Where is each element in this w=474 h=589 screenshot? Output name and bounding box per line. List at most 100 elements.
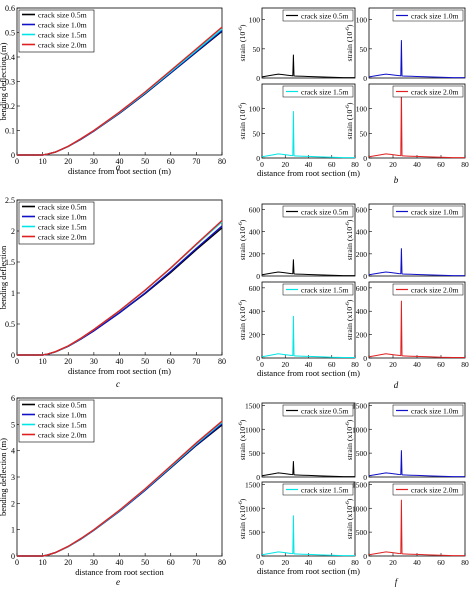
legend-label: crack size 1.0m	[411, 208, 459, 217]
series-line-3	[17, 26, 223, 156]
y-tick-label: 0	[256, 354, 260, 363]
x-tick-label: 80	[351, 160, 359, 169]
legend-box	[392, 85, 464, 98]
x-tick-label: 80	[218, 157, 226, 166]
y-axis-label-text: strain (x10	[345, 506, 354, 540]
y-axis-label-text: strain (x10	[345, 427, 354, 461]
y-axis-label: strain (x10-6)	[238, 419, 247, 460]
legend-label: crack size 0.5m	[38, 11, 87, 20]
y-tick-label: 0.5	[5, 29, 15, 38]
y-tick-label: 600	[356, 284, 368, 293]
y-axis-label: strain (x10-6)	[345, 498, 354, 539]
y-tick-label: 0	[256, 74, 260, 83]
y-axis-label-exponent: -6	[345, 501, 351, 506]
y-tick-label: 500	[356, 449, 368, 458]
chart-e: 0 10 20 30 40 50 60 70 80 0 1 2 3 4 5 6 distance from ro…	[0, 394, 226, 577]
y-axis-label-text: strain (x10	[238, 506, 247, 540]
y-axis-label-close: )	[345, 102, 354, 105]
legend-box	[392, 9, 464, 22]
legend-box	[282, 483, 354, 496]
y-axis-label-exponent: -6	[345, 222, 351, 227]
x-tick-label: 0	[367, 360, 371, 369]
x-tick-label: 30	[90, 157, 98, 166]
y-axis-label-close: )	[345, 219, 354, 222]
strain-panel: 0 50 100 0 20 40 60 80 crack size 1.5m strain (10…	[238, 83, 359, 169]
y-axis-label: strain (x10-6)	[345, 299, 354, 340]
y-axis-label-text: strain (x10	[238, 307, 247, 341]
x-tick-label: 20	[64, 357, 72, 366]
legend-label: crack size 0.5m	[301, 12, 349, 21]
x-tick-label: 10	[39, 157, 47, 166]
x-tick-label: 10	[39, 558, 47, 567]
legend-label: crack size 1.5m	[301, 88, 349, 97]
chart-b: 0 50 100 crack size 0.5m strain (10-6) 0 50 100…	[238, 7, 469, 178]
y-tick-label: 0.6	[5, 4, 15, 13]
legend-box	[282, 404, 354, 417]
y-axis-label-exponent: -6	[238, 27, 244, 32]
y-tick-label: 0	[256, 272, 260, 281]
y-axis-label: bending deflection	[0, 245, 8, 309]
strain-line	[368, 248, 465, 277]
x-tick-label: 30	[90, 558, 98, 567]
strain-line	[368, 499, 465, 557]
x-tick-label: 40	[305, 360, 313, 369]
series-line-3	[17, 219, 223, 356]
y-tick-label: 400	[249, 228, 261, 237]
y-tick-label: 0	[11, 552, 15, 561]
y-axis-label-close: )	[345, 24, 354, 27]
legend-label: crack size 2.0m	[38, 431, 87, 440]
y-tick-label: 1500	[352, 480, 367, 489]
y-axis-label-exponent: -6	[238, 302, 244, 307]
y-tick-label: 1	[11, 289, 15, 298]
legend-label: crack size 1.0m	[38, 411, 87, 420]
x-tick-label: 40	[413, 160, 421, 169]
x-tick-label: 80	[218, 558, 226, 567]
legend-label: crack size 2.0m	[411, 286, 459, 295]
y-tick-label: 100	[356, 105, 368, 114]
legend-box	[282, 85, 354, 98]
legend-box	[392, 205, 464, 218]
x-tick-label: 50	[141, 157, 149, 166]
y-axis-label-close: )	[238, 24, 247, 27]
x-tick-label: 40	[413, 360, 421, 369]
caption-c: c	[116, 379, 120, 389]
x-tick-label: 80	[461, 558, 469, 567]
y-tick-label: 100	[249, 16, 261, 25]
y-tick-label: 0	[363, 354, 367, 363]
legend-label: crack size 0.5m	[38, 203, 87, 212]
y-tick-label: 50	[253, 45, 261, 54]
y-tick-label: 3	[11, 473, 15, 482]
legend-box	[282, 283, 354, 296]
strain-panel: 0 50 100 crack size 0.5m strain (10-6)	[238, 7, 356, 83]
y-tick-label: 0.5	[5, 320, 15, 329]
y-tick-label: 2.5	[5, 196, 15, 205]
legend-label: crack size 1.0m	[411, 407, 459, 416]
y-tick-label: 50	[360, 129, 368, 138]
y-tick-label: 0.1	[5, 127, 15, 136]
legend-label: crack size 0.5m	[301, 208, 349, 217]
strain-line	[261, 54, 355, 79]
y-tick-label: 100	[356, 16, 368, 25]
y-tick-label: 600	[249, 206, 261, 215]
y-axis-label: bending deflection (m)	[0, 42, 8, 120]
y-tick-label: 0	[363, 154, 367, 163]
x-tick-label: 20	[389, 558, 397, 567]
y-axis-label-text: strain (x10	[238, 427, 247, 461]
y-axis-label-text: strain (10	[238, 32, 247, 62]
x-tick-label: 20	[389, 160, 397, 169]
x-tick-label: 40	[116, 558, 124, 567]
x-tick-label: 70	[192, 558, 200, 567]
y-tick-label: 1500	[245, 480, 260, 489]
chart-c: 0 10 20 30 40 50 60 70 80 0 0.5 1 1.5 2 2.5 distance fr…	[0, 196, 226, 376]
y-axis-label: strain (10-6)	[345, 24, 354, 61]
y-axis-label-close: )	[238, 419, 247, 422]
legend-label: crack size 1.5m	[301, 286, 349, 295]
x-tick-label: 30	[90, 357, 98, 366]
y-tick-label: 100	[249, 105, 261, 114]
x-tick-label: 70	[192, 157, 200, 166]
y-axis-label-text: strain (x10	[345, 307, 354, 341]
caption-f: f	[395, 577, 399, 587]
